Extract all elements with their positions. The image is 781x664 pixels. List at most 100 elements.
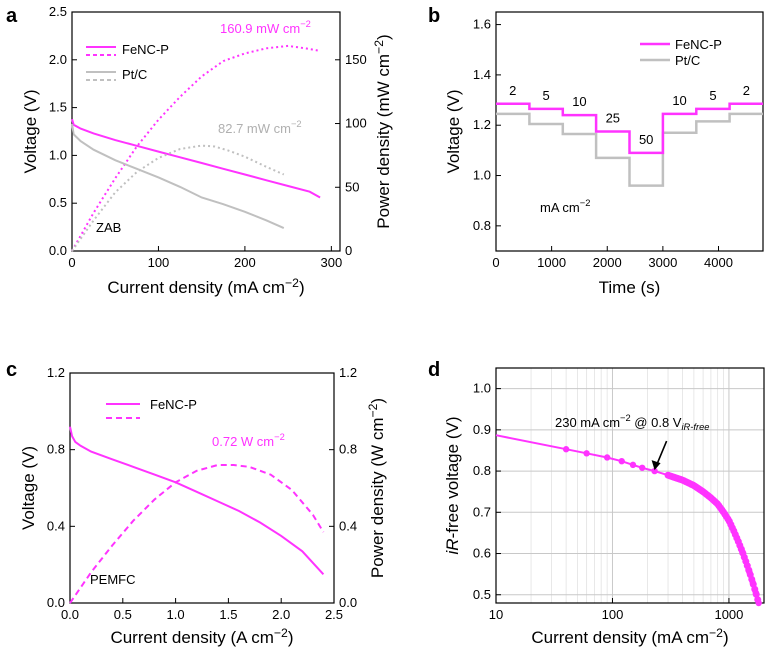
- x-tick-label: 0.0: [61, 607, 79, 622]
- y-tick-label: 0.5: [473, 587, 491, 602]
- y-tick-label: 0.0: [49, 243, 67, 258]
- step-current-label: 10: [672, 93, 686, 108]
- x-tick-label: 100: [148, 255, 170, 270]
- data-marker: [583, 450, 590, 457]
- y-tick-label: 0.4: [47, 518, 65, 533]
- y-tick-label: 2.5: [49, 4, 67, 19]
- y-tick-label: 1.2: [47, 365, 65, 380]
- y2-tick-label: 1.2: [339, 365, 357, 380]
- annotation-pemfc: PEMFC: [90, 572, 136, 587]
- x-tick-label: 4000: [704, 255, 733, 270]
- y-tick-label: 1.5: [49, 100, 67, 115]
- y-axis-label: iR-free voltage (V): [443, 417, 462, 555]
- x-tick-label: 3000: [648, 255, 677, 270]
- y2-axis-label: Power density (mW cm−2): [372, 34, 393, 228]
- data-marker: [603, 454, 611, 461]
- y2-tick-label: 0: [345, 243, 352, 258]
- panel-d-ir-free-tafel: 10 100 1000 0.5 0.6 0.7 0.8 0.9 1.0 Current densi…: [443, 367, 765, 647]
- y-tick-label: 0.8: [473, 463, 491, 478]
- x-tick-label: 100: [602, 607, 624, 622]
- annotation-peak-power: 0.72 W cm−2: [212, 432, 285, 449]
- legend-label: FeNC-P: [122, 42, 169, 57]
- data-marker: [639, 464, 646, 471]
- step-current-label: 10: [572, 94, 586, 109]
- y2-tick-label: 150: [345, 52, 367, 67]
- y-axis-label: Voltage (V): [444, 89, 463, 173]
- data-marker: [651, 467, 658, 475]
- y-axis-label: Voltage (V): [21, 89, 40, 173]
- legend-label: FeNC-P: [150, 397, 197, 412]
- panel-label-c: c: [6, 359, 17, 381]
- x-axis-label: Current density (A cm−2): [110, 626, 293, 647]
- x-tick-label: 0: [68, 255, 75, 270]
- y2-tick-label: 100: [345, 116, 367, 131]
- legend-label: Pt/C: [122, 67, 147, 82]
- annotation-fenc-peak: 160.9 mW cm−2: [220, 19, 311, 36]
- y-tick-label: 0.9: [473, 422, 491, 437]
- x-tick-label: 2.0: [272, 607, 290, 622]
- step-current-label: 5: [542, 88, 549, 103]
- panel-label-a: a: [6, 5, 18, 27]
- step-current-label: 25: [606, 111, 620, 126]
- y-tick-label: 1.0: [473, 168, 491, 183]
- step-current-label: 5: [709, 88, 716, 103]
- data-marker: [754, 596, 762, 604]
- plot-frame: [495, 11, 764, 252]
- y2-tick-label: 0.8: [339, 442, 357, 457]
- y-tick-label: 0.6: [473, 546, 491, 561]
- legend-label: FeNC-P: [675, 37, 722, 52]
- y-tick-label: 0.8: [47, 442, 65, 457]
- annotation-zab: ZAB: [96, 220, 121, 235]
- panel-a-zab-polarization: 0 100 200 300 0.0 0.5 1.0 1.5 2.0 2.5 0 50 100 150 Cur…: [21, 4, 393, 297]
- x-axis-label: Current density (mA cm−2): [107, 276, 304, 297]
- x-axis-label: Time (s): [599, 278, 661, 297]
- series-line-ptc-power: [71, 144, 285, 252]
- annotation-unit: mA cm−2: [540, 198, 590, 215]
- x-tick-label: 1.0: [167, 607, 185, 622]
- plot-frame: [495, 367, 765, 604]
- step-current-label: 50: [639, 132, 653, 147]
- series-line-ptc-voltage: [71, 123, 285, 230]
- y-tick-label: 1.2: [473, 117, 491, 132]
- annotation-230: 230 mA cm−2 @ 0.8 ViR-free: [555, 413, 710, 432]
- series-step-ptc: [496, 112, 763, 187]
- x-tick-label: 0.5: [114, 607, 132, 622]
- step-current-label: 2: [509, 83, 516, 98]
- panel-label-d: d: [428, 359, 440, 381]
- series-line-fencp-voltage: [69, 426, 325, 575]
- plot-frame: [69, 372, 335, 604]
- y2-tick-label: 50: [345, 179, 359, 194]
- y-tick-label: 0.0: [47, 595, 65, 610]
- y-tick-label: 0.5: [49, 195, 67, 210]
- data-marker: [629, 461, 637, 469]
- y-tick-label: 0.7: [473, 504, 491, 519]
- y2-tick-label: 0.0: [339, 595, 357, 610]
- y-axis-label: Voltage (V): [19, 446, 38, 530]
- series-step-fencp: [496, 102, 763, 155]
- y-tick-label: 2.0: [49, 52, 67, 67]
- panel-b-rate-capability: 0 1000 2000 3000 4000 0.8 1.0 1.2 1.4 1.6 Time (s)…: [444, 11, 764, 297]
- x-tick-label: 1000: [537, 255, 566, 270]
- x-tick-label: 1.5: [219, 607, 237, 622]
- panel-label-b: b: [428, 5, 440, 27]
- x-tick-label: 10: [489, 607, 503, 622]
- x-tick-label: 0: [492, 255, 499, 270]
- y-tick-label: 0.8: [473, 218, 491, 233]
- x-tick-label: 300: [321, 255, 343, 270]
- x-tick-label: 2.5: [325, 607, 343, 622]
- data-marker: [618, 457, 625, 465]
- legend-label: Pt/C: [675, 53, 700, 68]
- series-line-fencp-voltage: [71, 118, 321, 199]
- y2-axis-label: Power density (W cm−2): [366, 398, 387, 578]
- series-line-fencp: [495, 434, 760, 604]
- series-line-fencp-power: [69, 464, 325, 604]
- data-marker: [752, 590, 760, 598]
- y-tick-label: 1.0: [49, 147, 67, 162]
- annotation-arrow-head: [651, 460, 661, 471]
- y-tick-label: 1.6: [473, 17, 491, 32]
- step-current-label: 2: [743, 83, 750, 98]
- annotation-ptc-peak: 82.7 mW cm−2: [218, 119, 302, 136]
- x-tick-label: 200: [234, 255, 256, 270]
- panel-c-pemfc-polarization: 0.0 0.5 1.0 1.5 2.0 2.50.00.40.81.20.00.40.81…: [19, 365, 387, 647]
